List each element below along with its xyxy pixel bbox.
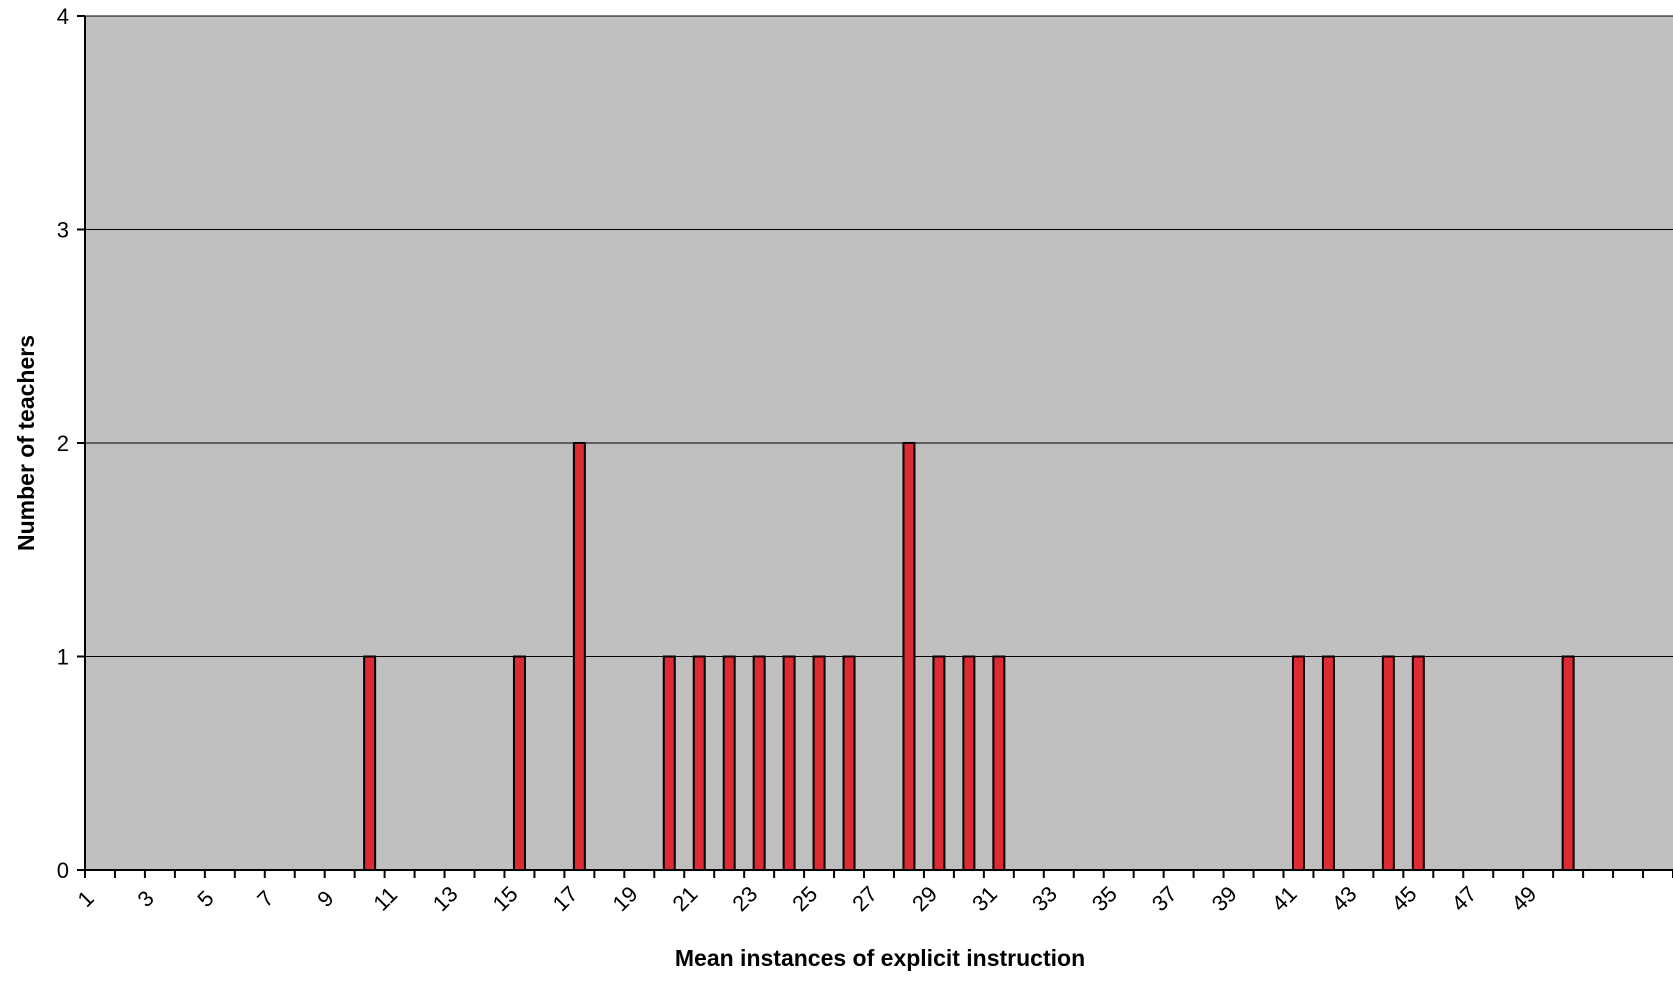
x-tick-label: 3 [132,886,158,912]
x-tick-label: 31 [967,881,1002,916]
x-tick-label: 11 [368,882,402,916]
x-tick-label: 15 [488,881,523,916]
x-tick-label: 5 [192,886,218,912]
x-tick-label: 9 [312,886,338,912]
bars [363,442,1575,871]
bar [1411,655,1425,871]
x-tick-label: 13 [428,881,463,916]
x-tick-label: 43 [1327,881,1362,916]
bar [752,655,766,871]
x-tick-label: 47 [1446,881,1481,916]
y-axis-title: Number of teachers [13,335,39,551]
bar [1321,655,1335,871]
y-tick-label: 1 [57,645,69,670]
x-tick-label: 37 [1147,881,1182,916]
bar [722,655,736,871]
axes [77,15,1673,878]
bar [962,655,976,871]
bar [932,655,946,871]
x-tick-label: 39 [1207,881,1242,916]
x-tick-label: 33 [1027,881,1062,916]
x-tick-label: 41 [1267,881,1302,916]
x-tick-label: 25 [787,881,822,916]
x-tick-label: 35 [1087,881,1122,916]
bar [842,655,856,871]
bar [662,655,676,871]
x-tick-label: 21 [667,881,702,916]
y-tick-label: 2 [57,431,69,456]
bar [363,655,377,871]
x-tick-label: 7 [252,886,278,912]
y-tick-labels: 0 1 2 3 4 [57,4,69,883]
bar [1561,655,1575,871]
y-tick-label: 4 [57,4,69,29]
gridlines [85,15,1673,657]
y-tick-label: 3 [57,218,69,243]
bar [782,655,796,871]
x-tick-labels: 1 3 5 7 9 11 13 15 17 19 21 23 25 27 29 31 33 35 37 39 41 43 4… [73,881,1542,916]
x-tick-label: 29 [907,881,942,916]
bar [1381,655,1395,871]
x-tick-label: 27 [847,881,882,916]
x-tick-label: 19 [608,881,643,916]
x-tick-label: 1 [73,886,99,912]
x-tick-label: 49 [1506,881,1541,916]
bar [572,442,586,871]
x-tick-label: 45 [1387,881,1422,916]
bar [992,655,1006,871]
x-tick-label: 17 [548,881,583,916]
bar [512,655,526,871]
x-tick-label: 23 [727,881,762,916]
bar [902,442,916,871]
bar [812,655,826,871]
x-axis-title: Mean instances of explicit instruction [675,945,1085,971]
y-tick-label: 0 [57,858,69,883]
bar [1291,655,1305,871]
bar [692,655,706,871]
